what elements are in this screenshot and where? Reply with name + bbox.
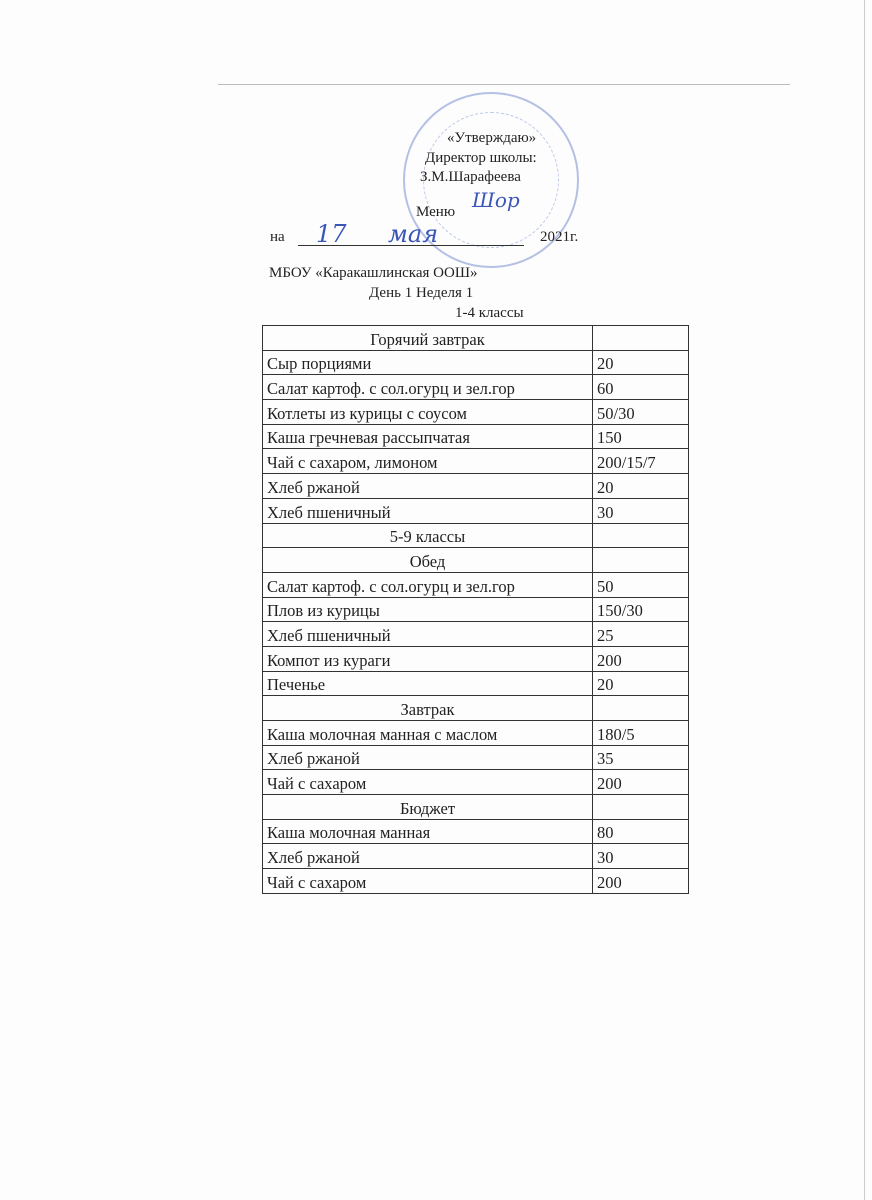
portion-value: 180/5 (592, 720, 689, 746)
dish-name: Хлеб ржаной (262, 843, 593, 870)
page-edge (864, 0, 865, 1200)
table-row: Хлеб пшеничный 25 (262, 621, 689, 647)
dish-name: Хлеб ржаной (262, 473, 593, 499)
approval-title: «Утверждаю» (447, 130, 537, 146)
table-row: Хлеб пшеничный 30 (262, 497, 689, 524)
dish-name: Каша молочная манная с маслом (262, 720, 593, 746)
section-header-row: Бюджет (262, 794, 689, 820)
table-row: Котлеты из курицы с соусом 50/30 (262, 399, 689, 425)
table-row: Компот из кураги 200 (262, 645, 689, 672)
portion-value (592, 695, 689, 721)
table-row: Чай с сахаром 200 (262, 769, 689, 796)
section-header-row: Горячий завтрак (262, 325, 689, 351)
dish-name: 5-9 классы (262, 522, 593, 549)
dish-name: Салат картоф. с сол.огурц и зел.гор (262, 571, 593, 598)
school-stamp (403, 92, 579, 268)
date-line (298, 245, 524, 246)
approval-name: З.М.Шарафеева (420, 169, 521, 185)
portion-value (592, 547, 689, 573)
table-row: Чай с сахаром 200 (262, 868, 689, 894)
portion-value (592, 522, 689, 549)
date-day: 17 (316, 220, 347, 248)
portion-value: 60 (592, 374, 689, 401)
dish-name: Чай с сахаром, лимоном (262, 448, 593, 475)
portion-value: 20 (592, 473, 689, 499)
table-row: Сыр порциями 20 (262, 349, 689, 376)
table-row: Салат картоф. с сол.огурц и зел.гор 60 (262, 374, 689, 401)
dish-name: Обед (262, 547, 593, 573)
menu-table: Горячий завтрак Сыр порциями 20 Салат карто… (262, 325, 689, 894)
portion-value: 30 (592, 843, 689, 870)
menu-title: Меню (416, 204, 456, 220)
table-row: Каша гречневая рассыпчатая 150 (262, 423, 689, 450)
portion-value: 200 (592, 769, 689, 796)
portion-value: 80 (592, 818, 689, 845)
dish-name: Сыр порциями (262, 349, 593, 376)
group-label: 1-4 классы (455, 305, 524, 321)
dish-name: Печенье (262, 670, 593, 697)
dish-name: Каша гречневая рассыпчатая (262, 423, 593, 450)
table-row: Хлеб ржаной 30 (262, 843, 689, 870)
table-row: Плов из курицы 150/30 (262, 596, 689, 623)
dish-name: Хлеб пшеничный (262, 621, 593, 647)
school-name: МБОУ «Каракашлинская ООШ» (269, 265, 478, 281)
portion-value: 50 (592, 571, 689, 598)
portion-value: 200 (592, 868, 689, 894)
portion-value: 150 (592, 423, 689, 450)
dish-name: Бюджет (262, 794, 593, 820)
dish-name: Чай с сахаром (262, 868, 593, 894)
dish-name: Компот из кураги (262, 645, 593, 672)
approval-position: Директор школы: (425, 150, 537, 166)
portion-value: 20 (592, 349, 689, 376)
dish-name: Хлеб пшеничный (262, 497, 593, 524)
table-row: Хлеб ржаной 20 (262, 473, 689, 499)
table-row: Каша молочная манная с маслом 180/5 (262, 720, 689, 746)
top-rule (218, 84, 790, 85)
day-week: День 1 Неделя 1 (369, 285, 474, 301)
director-signature: Шор (472, 188, 520, 212)
portion-value (592, 325, 689, 351)
dish-name: Горячий завтрак (262, 325, 593, 351)
table-row: Чай с сахаром, лимоном 200/15/7 (262, 448, 689, 475)
dish-name: Хлеб ржаной (262, 744, 593, 771)
table-row: Печенье 20 (262, 670, 689, 697)
section-header-row: 5-9 классы (262, 522, 689, 549)
dish-name: Каша молочная манная (262, 818, 593, 845)
portion-value: 20 (592, 670, 689, 697)
portion-value: 25 (592, 621, 689, 647)
portion-value: 200 (592, 645, 689, 672)
dish-name: Завтрак (262, 695, 593, 721)
table-row: Салат картоф. с сол.огурц и зел.гор 50 (262, 571, 689, 598)
portion-value (592, 794, 689, 820)
portion-value: 50/30 (592, 399, 689, 425)
portion-value: 150/30 (592, 596, 689, 623)
date-prefix: на (270, 229, 285, 245)
section-header-row: Завтрак (262, 695, 689, 721)
table-row: Каша молочная манная 80 (262, 818, 689, 845)
date-year: 2021г. (540, 229, 579, 245)
portion-value: 200/15/7 (592, 448, 689, 475)
portion-value: 30 (592, 497, 689, 524)
dish-name: Плов из курицы (262, 596, 593, 623)
date-month: мая (388, 220, 439, 248)
dish-name: Котлеты из курицы с соусом (262, 399, 593, 425)
table-row: Хлеб ржаной 35 (262, 744, 689, 771)
portion-value: 35 (592, 744, 689, 771)
dish-name: Салат картоф. с сол.огурц и зел.гор (262, 374, 593, 401)
dish-name: Чай с сахаром (262, 769, 593, 796)
section-header-row: Обед (262, 547, 689, 573)
